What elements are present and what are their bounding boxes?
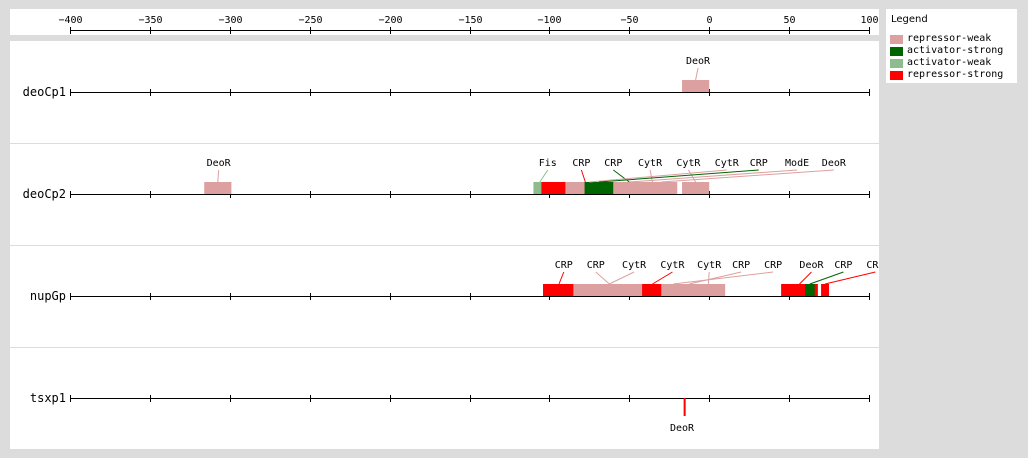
binding-site — [661, 284, 686, 296]
site-connector — [589, 169, 727, 183]
promoter-name: tsxp1 — [30, 391, 66, 405]
binding-site — [821, 284, 830, 296]
binding-site — [613, 182, 646, 194]
site-label: CRP — [572, 158, 590, 169]
site-label: CRP — [555, 260, 573, 271]
axis-tick-label: −300 — [218, 15, 242, 26]
site-label: DeoR — [799, 260, 824, 271]
site-connector — [824, 271, 876, 285]
promoter-tracks-panel: deoCp1 DeoR deoCp2 DeoR Fis CRP CRP CytR CytR Cyt… — [10, 41, 884, 449]
legend-label: activator-strong — [907, 45, 1004, 56]
binding-site — [204, 182, 232, 194]
site-label: CytR — [676, 158, 701, 169]
axis-tick-label: −50 — [620, 15, 638, 26]
site-label: CRP — [587, 260, 605, 271]
site-connector — [689, 271, 742, 285]
position-axis-panel: −400 −350 −300 −250 −200 −150 −100 −50 0 50 100 — [10, 9, 879, 35]
site-label: CRP — [732, 260, 750, 271]
site-label: ModE — [785, 158, 809, 169]
promoter-name: nupGp — [30, 289, 66, 303]
legend-swatch — [890, 35, 903, 44]
site-label: CytR — [622, 260, 647, 271]
binding-site — [642, 284, 663, 296]
binding-site — [683, 398, 686, 416]
site-label: DeoR — [207, 158, 232, 169]
site-label: CytR — [697, 260, 722, 271]
site-connector — [695, 67, 699, 81]
site-connector — [809, 271, 844, 285]
axis-tick-label: 50 — [783, 15, 795, 26]
position-axis: −400 −350 −300 −250 −200 −150 −100 −50 0 50 100 — [58, 15, 879, 34]
site-connector — [217, 169, 220, 183]
site-connector — [609, 271, 635, 285]
promoter-tracks: deoCp1 DeoR deoCp2 DeoR Fis CRP CRP CytR CytR Cyt… — [10, 56, 884, 434]
binding-site — [543, 284, 575, 296]
binding-site — [682, 182, 710, 194]
site-label: Fis — [539, 158, 557, 169]
legend-title: Legend — [891, 14, 928, 25]
site-connector — [539, 169, 549, 183]
site-connector — [580, 169, 586, 183]
site-connector — [652, 271, 673, 285]
axis-tick-label: −100 — [537, 15, 561, 26]
axis-tick-label: −250 — [298, 15, 322, 26]
site-label: CRP — [764, 260, 782, 271]
site-connector — [673, 271, 774, 285]
site-label: CRP — [750, 158, 768, 169]
binding-site — [682, 80, 710, 92]
site-connector — [595, 271, 610, 285]
binding-site — [584, 182, 614, 194]
site-connector — [558, 271, 565, 285]
axis-tick-label: −200 — [378, 15, 402, 26]
site-label: DeoR — [670, 423, 695, 434]
site-label: CRP — [834, 260, 852, 271]
legend: Legend repressor-weak activator-strong a… — [886, 9, 1017, 83]
legend-swatch — [890, 71, 903, 80]
legend-label: repressor-weak — [907, 33, 992, 44]
site-connector — [707, 271, 710, 285]
binding-site — [645, 182, 678, 194]
site-connector — [629, 169, 798, 183]
site-connector — [598, 169, 759, 183]
binding-site — [805, 284, 815, 296]
axis-tick-label: −150 — [458, 15, 482, 26]
site-label: DeoR — [822, 158, 847, 169]
axis-tick-label: −350 — [138, 15, 162, 26]
axis-tick-label: −400 — [58, 15, 82, 26]
legend-label: activator-weak — [907, 57, 992, 68]
axis-tick-label: 0 — [706, 15, 712, 26]
site-label: CytR — [660, 260, 685, 271]
site-connector — [661, 169, 834, 183]
axis-tick-label: 100 — [860, 15, 878, 26]
site-label: CytR — [715, 158, 740, 169]
site-label: CRP — [866, 260, 879, 271]
legend-swatch — [890, 59, 903, 68]
legend-label: repressor-strong — [907, 69, 1004, 80]
promoter-name: deoCp2 — [23, 187, 66, 201]
binding-site — [597, 284, 622, 296]
site-label: CRP — [604, 158, 622, 169]
site-label: DeoR — [686, 56, 711, 67]
site-label: CytR — [638, 158, 663, 169]
promoter-name: deoCp1 — [23, 85, 66, 99]
site-connector — [799, 271, 812, 285]
legend-swatch — [890, 47, 903, 56]
